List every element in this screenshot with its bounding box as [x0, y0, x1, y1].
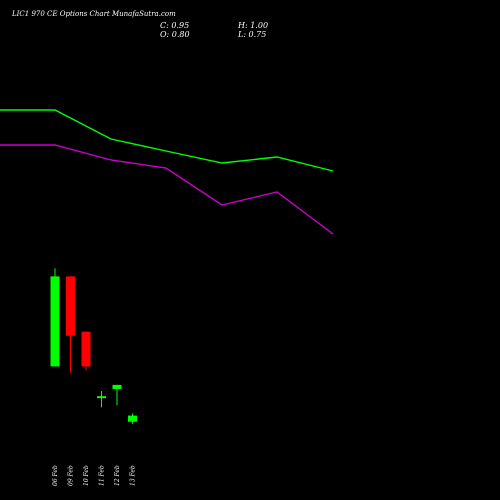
- x-tick-label: 11 Feb: [99, 465, 106, 486]
- x-tick-label: 06 Feb: [52, 465, 59, 486]
- overlay-line-2: [0, 144, 334, 235]
- chart-title: LIC1 970 CE Options Chart MunafaSutra.co…: [12, 10, 176, 18]
- low-value: L: 0.75: [238, 30, 267, 39]
- candle-body-09-feb: [66, 276, 75, 336]
- x-tick-label: 09 Feb: [68, 465, 75, 486]
- candle-body-11-feb: [97, 396, 106, 399]
- candle-body-13-feb: [128, 415, 137, 422]
- overlay-line-1: [0, 109, 334, 172]
- x-tick-label: 10 Feb: [83, 465, 90, 486]
- x-tick-label: 13 Feb: [130, 465, 137, 486]
- x-tick-label: 12 Feb: [114, 465, 121, 486]
- candle-body-12-feb: [112, 384, 122, 389]
- high-value: H: 1.00: [238, 21, 269, 30]
- open-value: O: 0.80: [160, 30, 190, 39]
- candle-body-10-feb: [81, 331, 91, 367]
- candle-body-06-feb: [50, 276, 60, 367]
- close-value: C: 0.95: [160, 21, 190, 30]
